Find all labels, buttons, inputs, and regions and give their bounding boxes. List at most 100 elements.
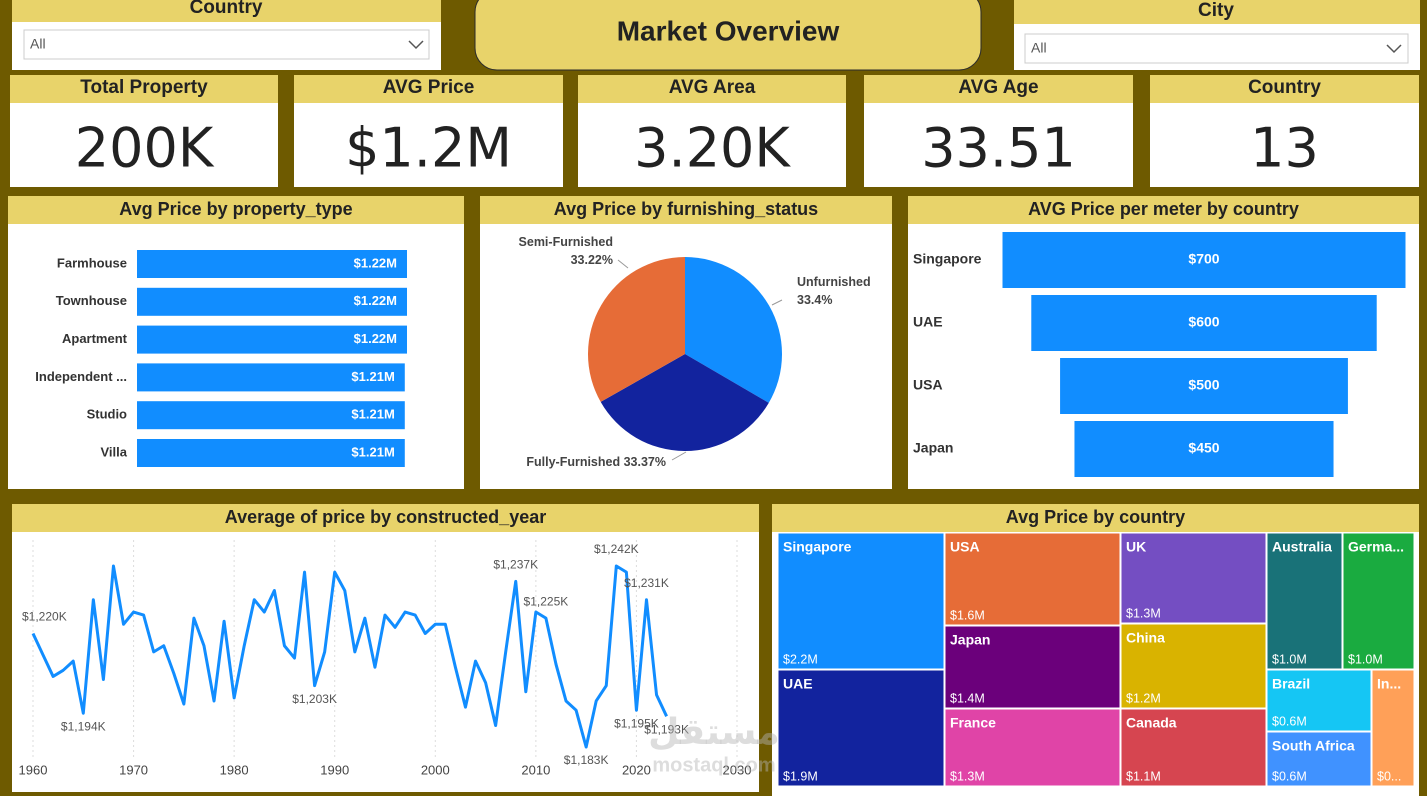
treemap-tile (944, 708, 1121, 787)
treemap-value-label: $2.2M (783, 652, 818, 666)
panel-title: Average of price by constructed_year (225, 507, 546, 527)
x-tick-label: 2020 (622, 762, 651, 777)
treemap-value-label: $1.3M (1126, 606, 1161, 620)
dropdown-value[interactable]: All (1031, 40, 1047, 56)
bar-category: Villa (100, 444, 127, 459)
treemap-category: France (950, 715, 996, 731)
bar-category: Independent ... (35, 369, 127, 384)
treemap-value-label: $0.6M (1272, 714, 1307, 728)
treemap-value-label: $1.6M (950, 608, 985, 622)
treemap-category: USA (950, 539, 980, 555)
treemap-category: Australia (1272, 539, 1332, 555)
bar-category: Townhouse (56, 293, 127, 308)
treemap-value-label: $1.0M (1348, 652, 1383, 666)
funnel-category: Japan (913, 440, 953, 456)
panel (12, 504, 759, 792)
treemap-tile (1120, 708, 1267, 787)
panel-header (908, 196, 1419, 224)
line-value-label: $1,237K (493, 558, 538, 572)
panel-title: Avg Price by country (1006, 507, 1185, 527)
pie-value-label: 33.4% (797, 293, 832, 307)
title-box (474, 0, 982, 71)
treemap-value-label: $1.9M (783, 769, 818, 783)
bar (137, 325, 407, 354)
treemap-tile (1120, 623, 1267, 709)
watermark: مستقل (648, 712, 780, 753)
funnel-bar (1074, 421, 1334, 477)
kpi-value: 3.20K (634, 117, 791, 180)
funnel-bar (1002, 232, 1406, 288)
kpi-label: Country (1248, 77, 1321, 98)
treemap-value-label: $0.6M (1272, 769, 1307, 783)
treemap-value-label: $1.1M (1126, 769, 1161, 783)
treemap-category: UK (1126, 539, 1146, 555)
dropdown-value[interactable]: All (30, 36, 46, 52)
kpi-header (864, 75, 1133, 103)
x-tick-label: 2010 (521, 762, 550, 777)
panel-header (480, 196, 892, 224)
kpi-label: AVG Price (383, 77, 475, 98)
panel-title: Avg Price by furnishing_status (554, 199, 818, 219)
funnel-bar (1060, 358, 1348, 414)
x-tick-label: 1970 (119, 762, 148, 777)
kpi-value: 200K (75, 117, 215, 180)
pie-slice (600, 354, 769, 452)
line (31, 564, 668, 749)
bar-value-label: $1.22M (354, 331, 397, 346)
line-value-label: $1,195K (614, 716, 659, 730)
funnel-bar (1031, 295, 1377, 351)
dropdown[interactable] (23, 29, 430, 60)
treemap-category: South Africa (1272, 738, 1355, 754)
treemap-tile (1371, 669, 1415, 787)
watermark: mostaql.com (652, 754, 775, 776)
pie-label: Fully-Furnished 33.37% (526, 455, 666, 469)
treemap-category: In... (1377, 676, 1401, 692)
dropdown[interactable] (1024, 33, 1409, 64)
treemap-tile (1266, 532, 1343, 670)
treemap-tile (1266, 669, 1372, 732)
bar (137, 250, 407, 278)
funnel-category: USA (913, 377, 943, 393)
panel-header (12, 504, 759, 532)
treemap-category: Singapore (783, 539, 852, 555)
funnel-category: Singapore (913, 251, 982, 267)
slicer-header (12, 0, 441, 22)
kpi-label: AVG Age (958, 77, 1038, 98)
funnel-value-label: $450 (1188, 440, 1219, 456)
treemap-tile (1266, 731, 1372, 787)
kpi-header (10, 75, 278, 103)
kpi-label: Total Property (80, 77, 208, 98)
x-tick-label: 1990 (320, 762, 349, 777)
pie-category: Fully-Furnished (526, 455, 620, 469)
line-value-label: $1,231K (624, 576, 669, 590)
kpi-value: $1.2M (345, 117, 512, 180)
treemap-tile (777, 669, 945, 787)
chevron[interactable] (408, 40, 424, 50)
bar-value-label: $1.22M (354, 255, 397, 270)
pie-value-label: 33.22% (571, 253, 613, 267)
treemap-category: Germa... (1348, 539, 1404, 555)
treemap-value-label: $0... (1377, 769, 1401, 783)
pie-label: Unfurnished 33.4% (797, 275, 871, 307)
pie-category: Unfurnished (797, 275, 871, 289)
line-value-label: $1,194K (61, 719, 106, 733)
bar-value-label: $1.22M (354, 293, 397, 308)
bar-category: Apartment (62, 331, 128, 346)
line-value-label: $1,183K (564, 753, 609, 767)
chevron[interactable] (1386, 44, 1402, 54)
treemap-category: Canada (1126, 715, 1177, 731)
bar-value-label: $1.21M (351, 369, 394, 384)
funnel-value-label: $500 (1188, 377, 1219, 393)
treemap-tile (1120, 532, 1267, 624)
bar-value-label: $1.21M (351, 444, 394, 459)
treemap-value-label: $1.4M (950, 691, 985, 705)
treemap-tile (944, 532, 1121, 626)
x-tick-label: 2000 (421, 762, 450, 777)
panel-title: Avg Price by property_type (119, 199, 352, 219)
bar (137, 439, 405, 467)
panel-title: AVG Price per meter by country (1028, 199, 1299, 219)
bar (137, 401, 405, 430)
kpi-header (1150, 75, 1419, 103)
